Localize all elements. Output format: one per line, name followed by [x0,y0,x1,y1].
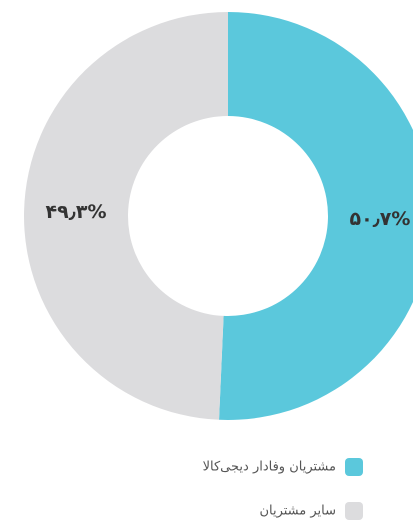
value-label: ۵۰٫۷% [349,208,410,230]
donut-segment [23,12,228,420]
legend-swatch [345,502,363,520]
donut-segment [219,12,413,420]
legend-swatch [345,458,363,476]
legend-label: مشتریان وفادار دیجی‌کالا [203,460,336,475]
value-label: ۴۹٫۳% [46,201,107,223]
legend-label: سایر مشتریان [259,504,336,519]
